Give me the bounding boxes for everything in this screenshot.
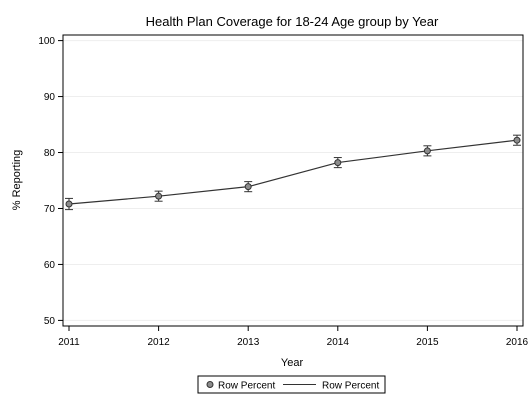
x-axis: 2011 2012 2013 2014 2015 2016	[58, 326, 528, 348]
y-tick-label: 90	[44, 92, 56, 103]
x-tick-label: 2014	[327, 337, 350, 348]
legend-marker-symbol	[206, 381, 214, 388]
y-tick-label: 80	[44, 148, 56, 159]
y-axis: 50 60 70 80 90 100	[38, 36, 63, 327]
y-tick-label: 50	[44, 316, 56, 327]
data-point	[423, 147, 431, 155]
x-tick-label: 2011	[58, 337, 80, 348]
y-tick-label: 100	[38, 36, 55, 47]
plot-area-frame	[62, 34, 524, 327]
legend-label-marker: Row Percent	[218, 381, 275, 392]
chart-title: Health Plan Coverage for 18-24 Age group…	[146, 14, 439, 29]
gridlines	[63, 40, 523, 321]
data-point	[513, 136, 521, 144]
legend: Row Percent Row Percent	[197, 375, 386, 394]
legend-label-line: Row Percent	[322, 381, 379, 392]
data-point	[334, 159, 342, 167]
data-point	[244, 183, 252, 191]
series-line	[68, 139, 518, 205]
series-row-percent	[65, 134, 521, 211]
y-axis-label: % Reporting	[11, 150, 23, 211]
x-axis-label: Year	[281, 357, 304, 369]
y-tick-label: 70	[44, 204, 56, 215]
data-point	[155, 192, 163, 200]
data-point	[65, 200, 73, 208]
x-tick-label: 2012	[147, 337, 170, 348]
x-tick-label: 2015	[416, 337, 439, 348]
x-tick-label: 2013	[237, 337, 260, 348]
y-tick-label: 60	[44, 260, 56, 271]
x-tick-label: 2016	[506, 337, 528, 348]
